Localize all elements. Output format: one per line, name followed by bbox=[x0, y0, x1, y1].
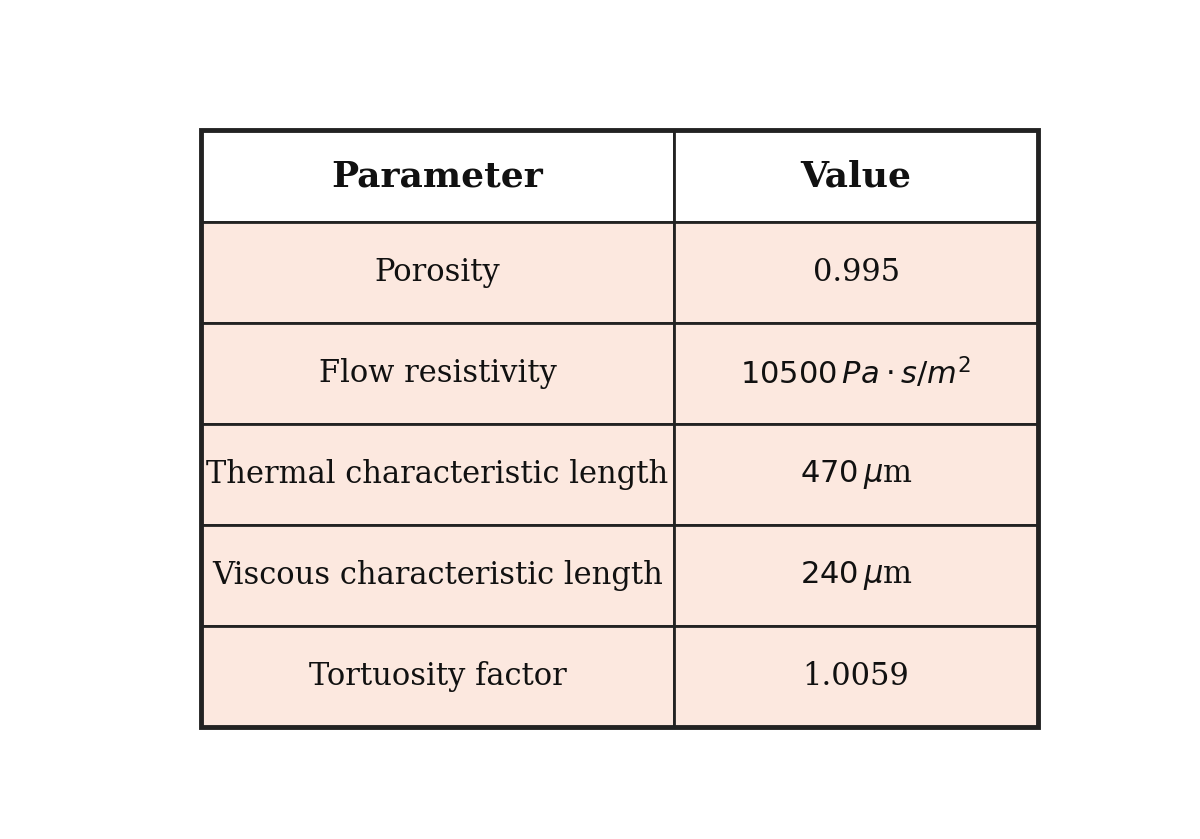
Bar bbox=[202, 130, 674, 222]
Bar bbox=[674, 425, 1038, 525]
Bar bbox=[202, 323, 674, 425]
Text: Porosity: Porosity bbox=[374, 258, 500, 289]
Text: Thermal characteristic length: Thermal characteristic length bbox=[206, 460, 668, 490]
Text: Flow resistivity: Flow resistivity bbox=[319, 358, 557, 389]
Text: Tortuosity factor: Tortuosity factor bbox=[308, 661, 566, 692]
Text: $240\,\mu$m: $240\,\mu$m bbox=[799, 560, 912, 592]
Bar bbox=[674, 130, 1038, 222]
Bar bbox=[202, 627, 674, 727]
Text: 1.0059: 1.0059 bbox=[803, 661, 910, 692]
Bar bbox=[202, 222, 674, 323]
Bar bbox=[674, 222, 1038, 323]
Text: Viscous characteristic length: Viscous characteristic length bbox=[212, 560, 664, 591]
Bar bbox=[674, 323, 1038, 425]
Bar bbox=[674, 525, 1038, 627]
Text: Value: Value bbox=[800, 159, 912, 193]
Text: Parameter: Parameter bbox=[331, 159, 544, 193]
Bar bbox=[202, 425, 674, 525]
Bar bbox=[202, 130, 1038, 727]
Bar bbox=[202, 525, 674, 627]
Bar bbox=[674, 627, 1038, 727]
Text: $10500\,Pa \cdot s/m^2$: $10500\,Pa \cdot s/m^2$ bbox=[740, 356, 972, 392]
Text: $470\,\mu$m: $470\,\mu$m bbox=[799, 458, 912, 492]
Text: 0.995: 0.995 bbox=[812, 258, 900, 289]
